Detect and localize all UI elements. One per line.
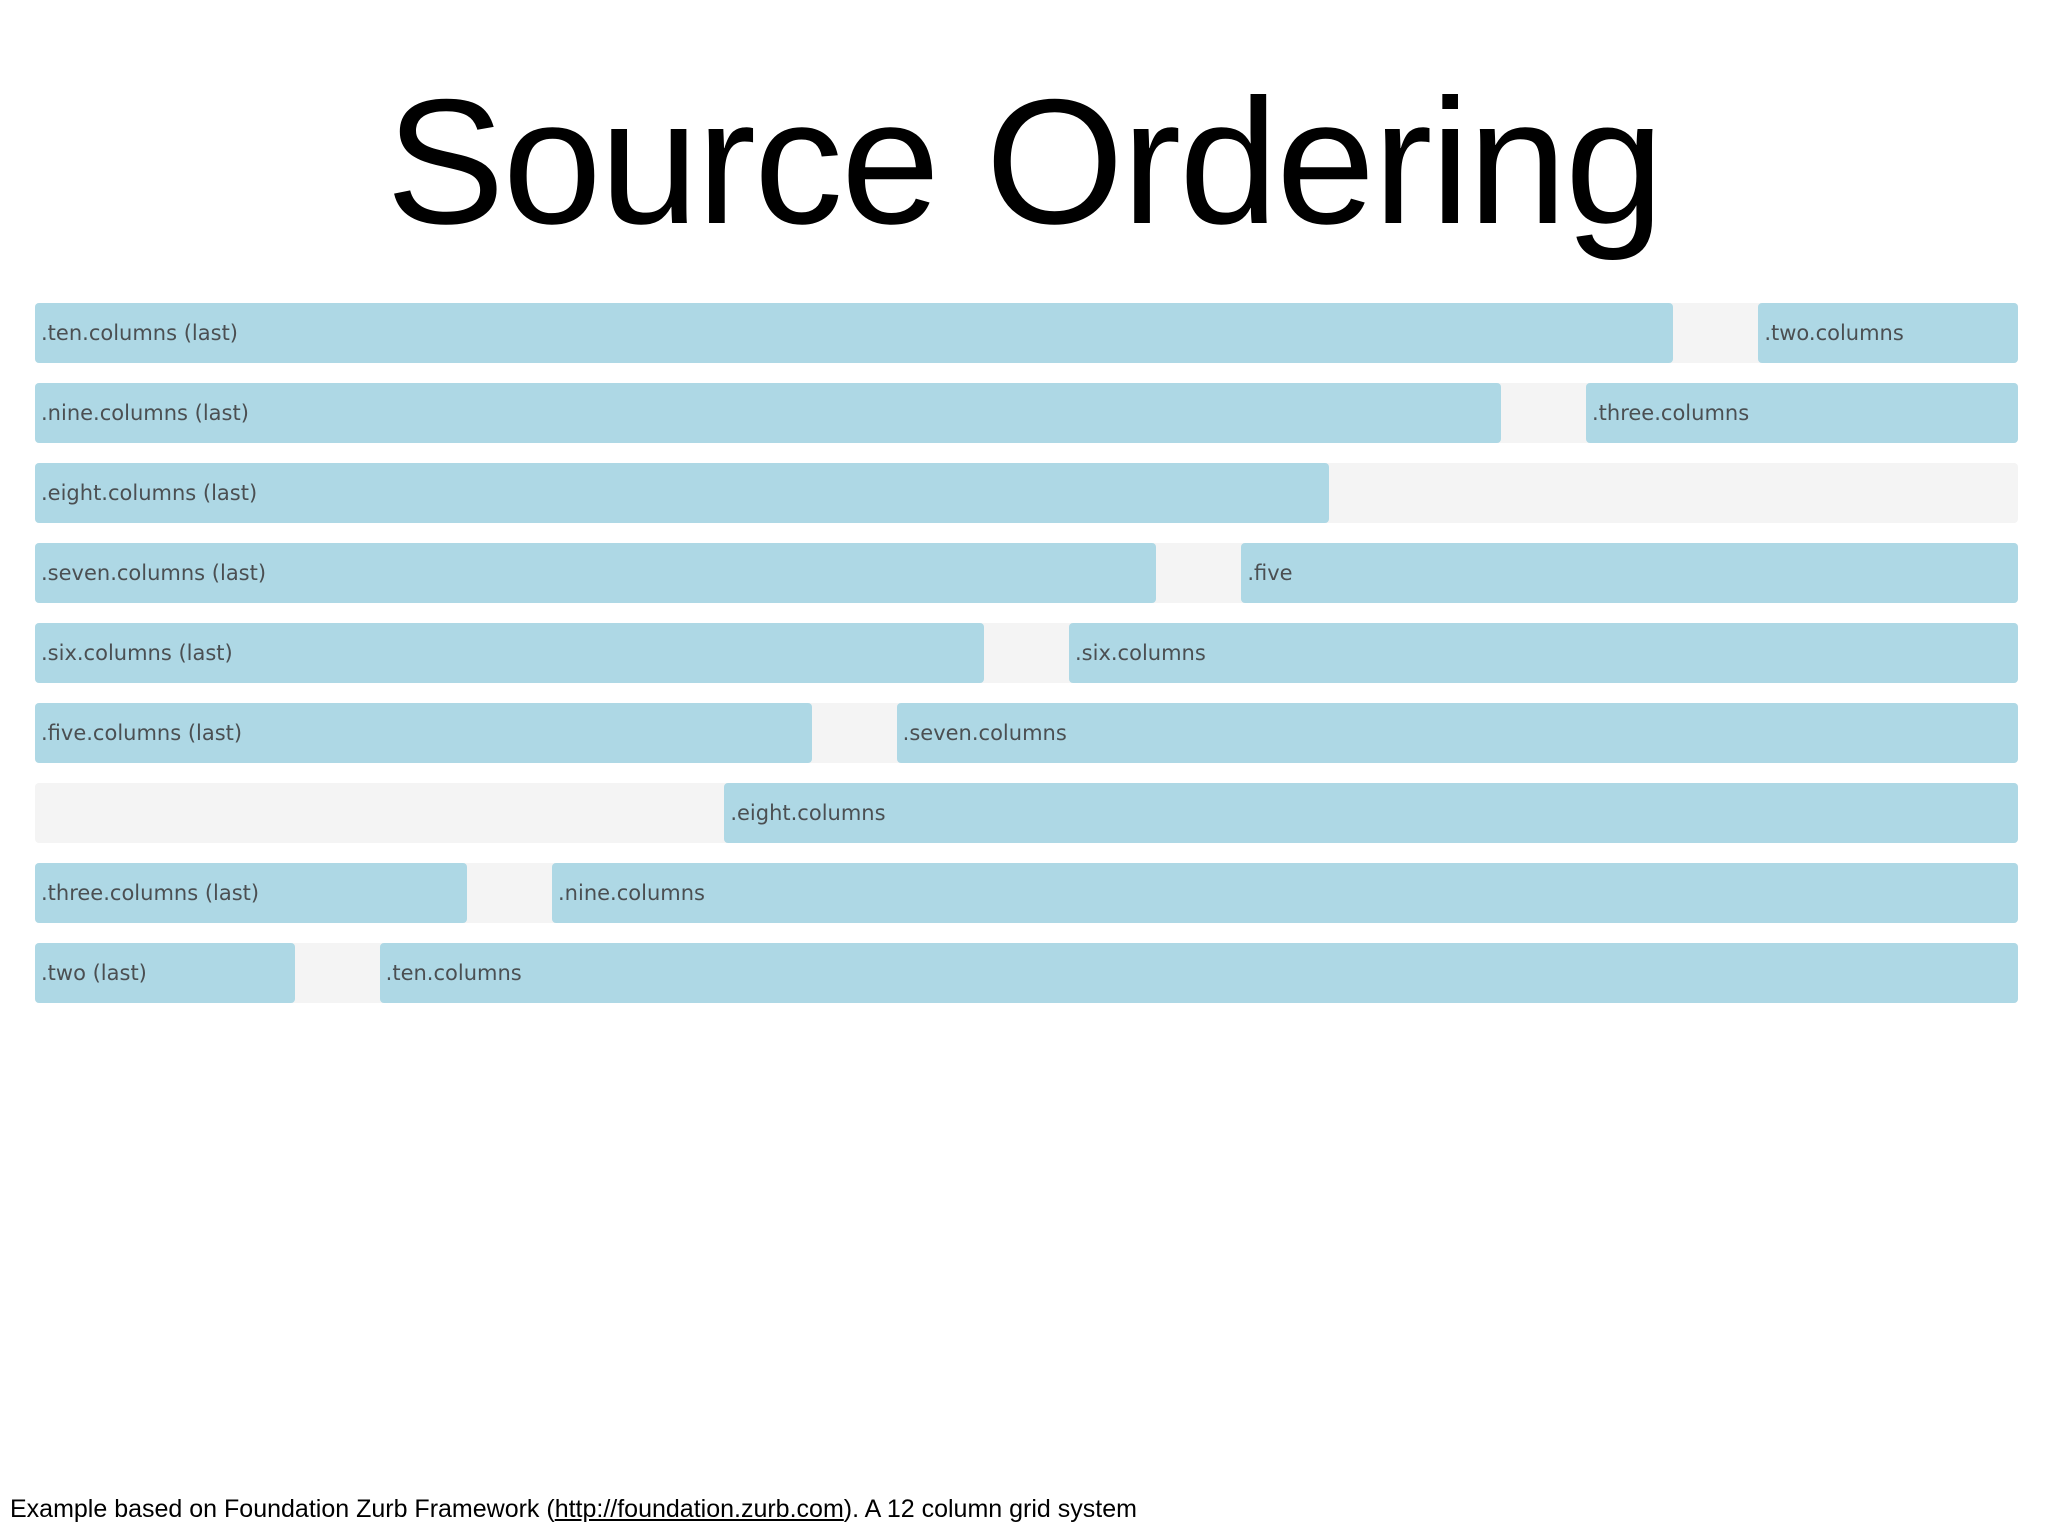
grid-row: .seven.columns (last) .five (35, 543, 2018, 603)
grid-row: .ten.columns (last) .two.columns (35, 303, 2018, 363)
grid-column-cell: .six.columns (1069, 623, 2018, 683)
grid-row: .eight.columns (last) (35, 463, 2018, 523)
grid-row: .three.columns (last) .nine.columns (35, 863, 2018, 923)
grid-column-cell: .six.columns (last) (35, 623, 984, 683)
grid-column-cell: .three.columns (last) (35, 863, 467, 923)
grid-column-cell: .two.columns (1758, 303, 2018, 363)
grid-column-cell: .eight.columns (last) (35, 463, 1329, 523)
grid-column-cell: .ten.columns (379, 943, 2018, 1003)
slide-title: Source Ordering (386, 62, 1664, 261)
grid-column-cell: .two (last) (35, 943, 295, 1003)
grid-demo: .ten.columns (last) .two.columns .nine.col… (35, 303, 2018, 1023)
grid-row: .eight.columns (35, 783, 2018, 843)
grid-row: .six.columns (last) .six.columns (35, 623, 2018, 683)
footer-suffix: ). A 12 column grid system (843, 1495, 1137, 1523)
grid-column-cell: .nine.columns (last) (35, 383, 1501, 443)
grid-column-cell: .eight.columns (724, 783, 2018, 843)
grid-column-cell: .five (1241, 543, 2018, 603)
grid-row: .two (last) .ten.columns (35, 943, 2018, 1003)
grid-column-cell: .three.columns (1586, 383, 2018, 443)
footer-note: Example based on Foundation Zurb Framewo… (10, 1494, 1137, 1524)
grid-column-cell: .five.columns (last) (35, 703, 812, 763)
grid-row: .five.columns (last) .seven.columns (35, 703, 2018, 763)
footer-prefix: Example based on Foundation Zurb Framewo… (10, 1495, 555, 1523)
grid-row: .nine.columns (last) .three.columns (35, 383, 2018, 443)
grid-column-cell: .seven.columns (896, 703, 2018, 763)
foundation-link[interactable]: http://foundation.zurb.com (554, 1495, 844, 1523)
grid-column-cell: .seven.columns (last) (35, 543, 1157, 603)
grid-column-cell: .nine.columns (552, 863, 2018, 923)
grid-column-cell: .ten.columns (last) (35, 303, 1674, 363)
